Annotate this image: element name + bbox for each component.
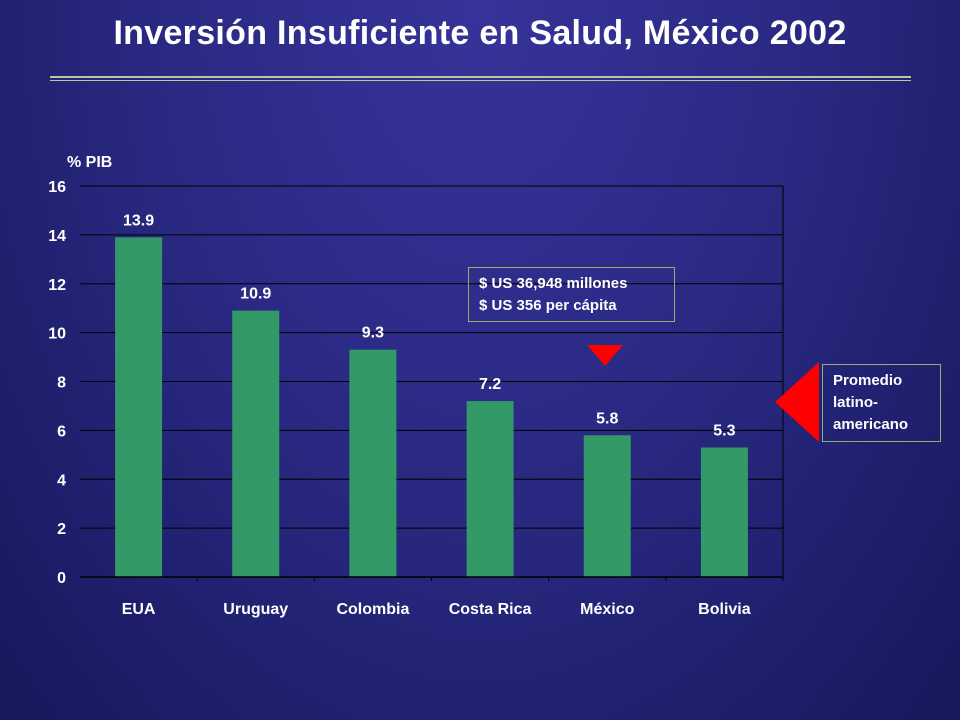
y-tick-label: 16 bbox=[48, 179, 66, 196]
x-tick-label: Colombia bbox=[336, 601, 409, 618]
investment-annotation-box: $ US 36,948 millones $ US 356 per cápita bbox=[468, 267, 675, 322]
y-tick-label: 8 bbox=[57, 375, 66, 392]
y-tick-label: 2 bbox=[57, 521, 66, 538]
x-tick-label: Uruguay bbox=[223, 601, 288, 618]
x-tick-label: EUA bbox=[122, 601, 156, 618]
y-tick-labels: 0 2 4 6 8 10 12 14 16 bbox=[48, 179, 66, 587]
average-label-line-1: Promedio bbox=[833, 372, 903, 389]
gridlines bbox=[80, 185, 783, 529]
bar-méxico bbox=[583, 435, 631, 577]
y-tick-label: 4 bbox=[57, 472, 66, 489]
x-tick-labels: EUA Uruguay Colombia Costa Rica México Bolivi… bbox=[122, 601, 751, 618]
data-labels: 13.9 10.9 9.3 7.2 5.8 5.3 bbox=[123, 212, 736, 439]
data-label: 9.3 bbox=[362, 325, 384, 342]
latin-american-average-box: Promedio latino- americano bbox=[822, 364, 941, 442]
bar-bolivia bbox=[700, 447, 748, 577]
data-label: 10.9 bbox=[240, 286, 271, 303]
bar-eua bbox=[115, 237, 163, 577]
slide-title: Inversión Insuficiente en Salud, México … bbox=[113, 14, 847, 52]
average-label-line-3: americano bbox=[833, 416, 909, 433]
y-tick-label: 6 bbox=[57, 423, 66, 440]
data-label: 5.3 bbox=[713, 422, 735, 439]
axes bbox=[80, 186, 784, 581]
y-tick-label: 14 bbox=[48, 228, 66, 245]
mexico-marker-arrow bbox=[587, 345, 623, 366]
title-underline bbox=[50, 76, 911, 78]
data-label: 7.2 bbox=[479, 376, 501, 393]
bar-costa-rica bbox=[466, 401, 514, 577]
bar-colombia bbox=[349, 349, 397, 577]
average-label-line-2: latino- bbox=[833, 394, 878, 411]
data-label: 13.9 bbox=[123, 212, 154, 229]
x-tick-label: México bbox=[580, 601, 634, 618]
bars bbox=[115, 237, 748, 577]
bar-uruguay bbox=[232, 310, 280, 577]
average-marker-arrow bbox=[775, 362, 819, 442]
annotation-line-2: $ US 356 per cápita bbox=[479, 297, 617, 314]
annotation-line-1: $ US 36,948 millones bbox=[479, 275, 628, 292]
y-tick-label: 0 bbox=[57, 570, 66, 587]
y-axis-label: % PIB bbox=[67, 154, 112, 171]
x-tick-label: Bolivia bbox=[698, 601, 751, 618]
data-label: 5.8 bbox=[596, 410, 618, 427]
title-underline-thin bbox=[50, 80, 911, 81]
y-tick-label: 10 bbox=[48, 326, 66, 343]
y-tick-label: 12 bbox=[48, 277, 66, 294]
x-tick-label: Costa Rica bbox=[449, 601, 532, 618]
